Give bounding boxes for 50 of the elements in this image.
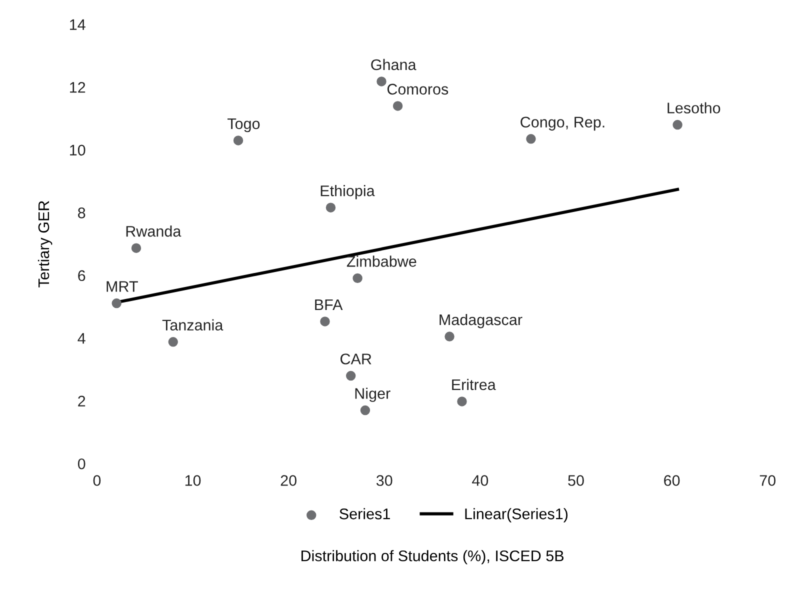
point xyxy=(346,370,356,381)
annotation: Rwanda xyxy=(126,226,182,237)
annotation: Ghana xyxy=(371,58,416,70)
point xyxy=(376,76,386,86)
legend-label: Linear(Series1) xyxy=(465,508,568,522)
x-tick-label: 40 xyxy=(472,475,488,486)
annotation: BFA xyxy=(315,299,343,310)
x-axis-title: Distribution of Students (%), ISCED 5B xyxy=(302,550,564,564)
annotation: Zimbabwe xyxy=(346,256,416,267)
y-tick-label: 0 xyxy=(78,458,86,470)
point xyxy=(326,202,336,212)
y-axis-title: Tertiary GER xyxy=(38,200,52,288)
y-tick-label: 14 xyxy=(70,19,86,30)
point xyxy=(112,298,122,308)
y-tick-label: 4 xyxy=(78,333,86,344)
annotation: Comoros xyxy=(387,84,448,95)
y-tick-label: 6 xyxy=(78,270,86,282)
x-tick-label: 50 xyxy=(568,475,584,486)
annotation: Togo xyxy=(228,118,260,132)
x-tick-label: 60 xyxy=(664,475,680,486)
annotation: Lesotho xyxy=(668,102,720,114)
x-tick-label: 30 xyxy=(376,475,392,486)
point xyxy=(360,405,370,416)
point xyxy=(444,332,454,342)
annotation: CAR xyxy=(340,354,372,364)
y-tick-label: 10 xyxy=(70,144,86,156)
y-tick-label: 12 xyxy=(70,82,86,93)
x-tick-label: 70 xyxy=(760,475,776,486)
x-tick-label: 10 xyxy=(185,475,201,486)
y-tick-label: 2 xyxy=(78,396,86,406)
point xyxy=(352,273,362,284)
point xyxy=(168,337,178,347)
point xyxy=(320,316,330,326)
annotation: Madagascar xyxy=(440,314,522,328)
x-tick-label: 0 xyxy=(93,475,101,486)
annotation: Niger xyxy=(355,388,390,402)
point xyxy=(526,134,536,144)
annotation: MRT xyxy=(106,281,138,292)
annotation: Ethiopia xyxy=(320,185,375,200)
annotation: Tanzania xyxy=(162,319,224,331)
legend-label: Series1 xyxy=(340,508,390,520)
point xyxy=(233,136,244,146)
annotation: Congo, Rep. xyxy=(520,116,604,131)
x-tick-label: 20 xyxy=(280,475,296,486)
point xyxy=(392,101,403,111)
y-tick-label: 8 xyxy=(78,207,86,218)
annotation: Eritrea xyxy=(452,378,496,390)
point xyxy=(672,120,682,130)
point xyxy=(457,396,467,406)
point xyxy=(131,243,142,253)
